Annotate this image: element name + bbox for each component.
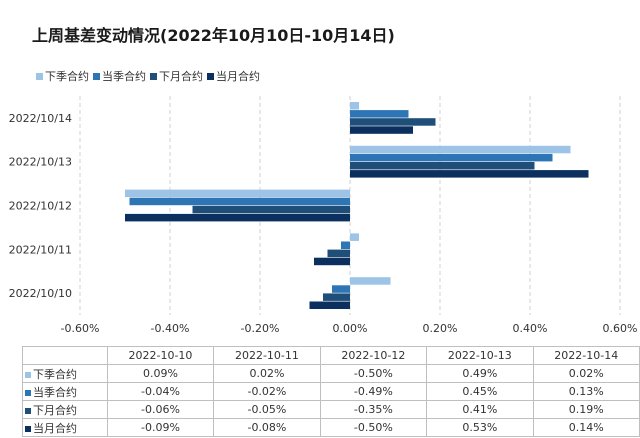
bar <box>125 189 350 198</box>
bar-chart: -0.60% -0.40% -0.20% 0.00% 0.20% 0.40% 0.60% 20… <box>9 96 638 335</box>
table-cell: 0.49% <box>426 364 534 383</box>
legend-label: 当季合约 <box>102 70 146 83</box>
x-tick-label: -0.40% <box>151 322 190 335</box>
legend-item: 下月合约 <box>150 68 203 84</box>
legend-swatch <box>93 72 100 80</box>
x-tick-label: 0.00% <box>333 322 368 335</box>
table-cell: -0.50% <box>319 418 428 437</box>
bar <box>350 126 413 134</box>
table-row-label: 当月合约 <box>22 418 108 437</box>
x-tick-label: -0.60% <box>61 322 100 335</box>
bar <box>341 241 350 249</box>
bar <box>350 145 571 154</box>
legend-item: 当月合约 <box>207 68 260 84</box>
table-cell: -0.05% <box>213 400 321 419</box>
bar <box>125 213 350 222</box>
table-header-cell: 2022-10-13 <box>426 346 534 365</box>
table-cell: 0.02% <box>532 364 640 383</box>
table-header-cell: 2022-10-11 <box>213 346 321 365</box>
bar <box>350 118 436 126</box>
table-header-cell: 2022-10-12 <box>319 346 428 365</box>
table-cell: 0.19% <box>532 400 640 419</box>
table-header-row: 2022-10-10 2022-10-11 2022-10-12 2022-10… <box>22 346 640 365</box>
table-cell: -0.49% <box>319 382 428 401</box>
table-cell: -0.06% <box>106 400 215 419</box>
table-cell: 0.13% <box>532 382 640 401</box>
bar <box>323 293 350 301</box>
y-category-label: 2022/10/12 <box>9 200 72 213</box>
table-header-cell: 2022-10-10 <box>106 346 215 365</box>
legend: 下季合约 当季合约 下月合约 当月合约 <box>36 68 260 84</box>
y-category-label: 2022/10/10 <box>9 287 72 300</box>
table-cell: -0.35% <box>319 400 428 419</box>
table-cell: 0.14% <box>532 418 640 437</box>
legend-label: 下季合约 <box>45 70 89 83</box>
legend-label: 当月合约 <box>216 70 260 83</box>
legend-swatch <box>36 72 43 80</box>
table-header-cell: 2022-10-14 <box>532 346 640 365</box>
bar <box>350 170 589 178</box>
bar <box>350 162 535 170</box>
bar <box>350 153 553 162</box>
table-cell: -0.02% <box>213 382 321 401</box>
table-row-label: 下季合约 <box>22 364 108 383</box>
bar <box>327 249 350 258</box>
table-cell: -0.09% <box>106 418 215 437</box>
bar <box>309 301 350 309</box>
legend-item: 下季合约 <box>36 68 89 84</box>
legend-swatch <box>150 72 157 80</box>
table-cell: 0.53% <box>426 418 534 437</box>
table-row: 下月合约 -0.06% -0.05% -0.35% 0.41% 0.19% <box>22 400 640 419</box>
row-label-text: 下季合约 <box>33 367 77 381</box>
table-row: 下季合约 0.09% 0.02% -0.50% 0.49% 0.02% <box>22 364 640 383</box>
x-tick-label: 0.40% <box>513 322 548 335</box>
row-label-text: 当季合约 <box>33 385 77 399</box>
bar <box>129 197 350 206</box>
y-category-label: 2022/10/14 <box>9 112 72 125</box>
legend-swatch <box>207 72 214 80</box>
bar <box>314 257 350 266</box>
x-tick-label: 0.60% <box>603 322 638 335</box>
data-table: 2022-10-10 2022-10-11 2022-10-12 2022-10… <box>22 346 640 437</box>
row-label-text: 下月合约 <box>33 403 77 417</box>
table-cell: -0.04% <box>106 382 215 401</box>
bar <box>192 205 350 214</box>
chart-title: 上周基差变动情况(2022年10月10日-10月14日) <box>32 26 395 45</box>
row-label-text: 当月合约 <box>33 421 77 435</box>
legend-item: 当季合约 <box>93 68 146 84</box>
table-cell: 0.45% <box>426 382 534 401</box>
bar <box>350 277 391 285</box>
bar <box>350 110 409 118</box>
series-swatch <box>25 389 31 396</box>
legend-label: 下月合约 <box>159 70 203 83</box>
table-cell: 0.09% <box>106 364 215 383</box>
series-swatch <box>25 425 31 432</box>
x-tick-label: -0.20% <box>241 322 280 335</box>
bar <box>350 233 359 241</box>
table-cell: -0.08% <box>213 418 321 437</box>
bar <box>350 102 359 110</box>
table-cell: 0.02% <box>213 364 321 383</box>
y-category-label: 2022/10/11 <box>9 243 72 256</box>
series-swatch <box>25 371 31 378</box>
table-cell: -0.50% <box>319 364 428 383</box>
x-tick-label: 0.20% <box>423 322 458 335</box>
table-cell: 0.41% <box>426 400 534 419</box>
series-swatch <box>25 407 31 414</box>
table-row-label: 下月合约 <box>22 400 108 419</box>
table-row: 当季合约 -0.04% -0.02% -0.49% 0.45% 0.13% <box>22 382 640 401</box>
y-category-label: 2022/10/13 <box>9 156 72 169</box>
table-row: 当月合约 -0.09% -0.08% -0.50% 0.53% 0.14% <box>22 418 640 437</box>
table-row-label: 当季合约 <box>22 382 108 401</box>
table-corner <box>22 346 108 365</box>
bar <box>332 285 350 293</box>
